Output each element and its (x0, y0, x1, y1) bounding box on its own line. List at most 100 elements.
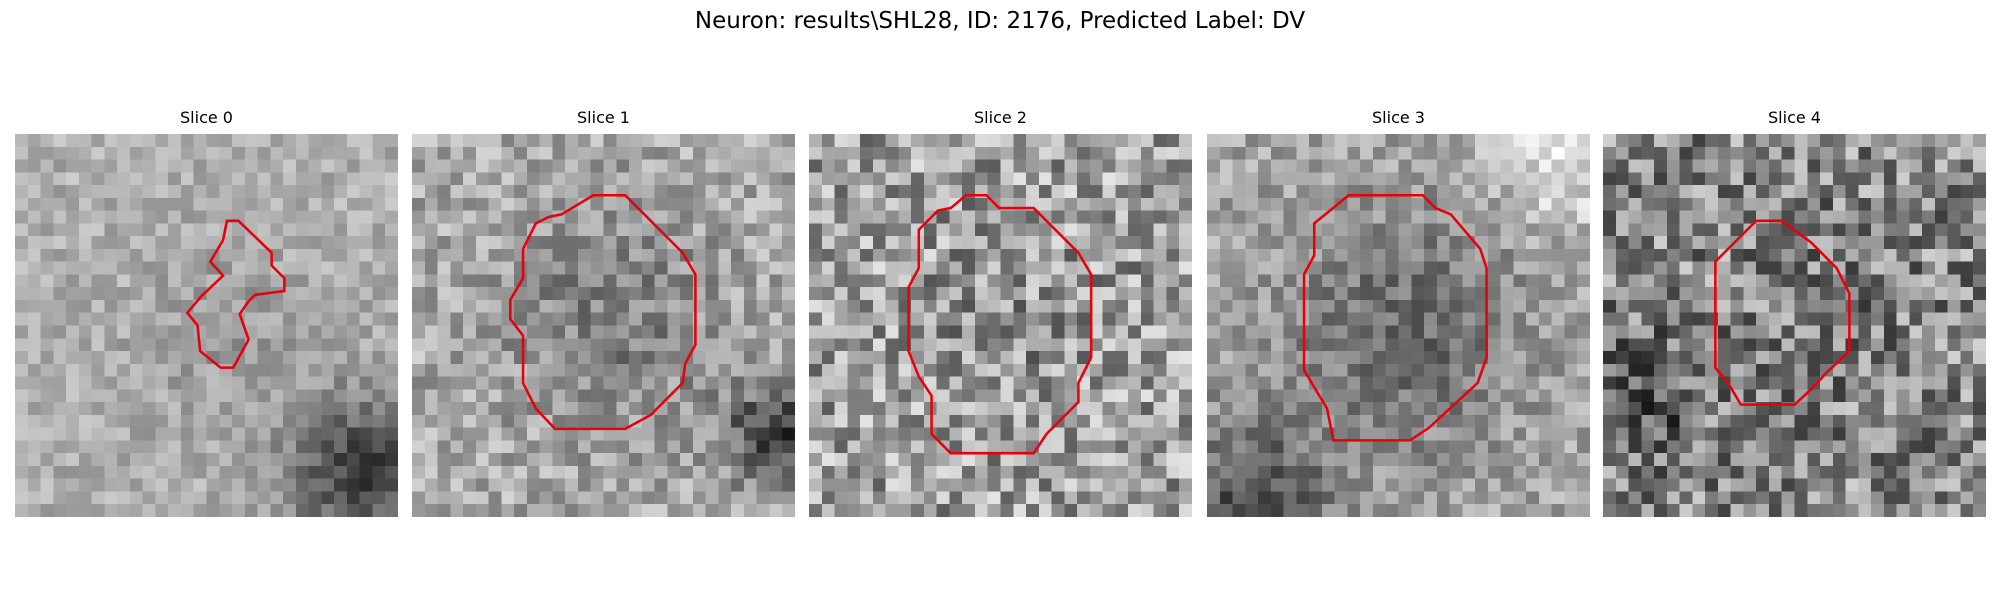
pixel (488, 440, 502, 454)
pixel (680, 338, 693, 352)
pixel (1768, 248, 1782, 262)
pixel (385, 491, 398, 505)
pixel (756, 414, 770, 428)
pixel (40, 491, 54, 505)
pixel (244, 414, 258, 428)
pixel (1960, 325, 1974, 339)
pixel (1115, 274, 1129, 288)
pixel (1551, 299, 1565, 313)
pixel (1140, 299, 1154, 313)
pixel (974, 504, 988, 517)
pixel (372, 491, 386, 505)
pixel (1947, 453, 1961, 466)
pixel (385, 325, 398, 339)
pixel (1909, 159, 1923, 173)
pixel (1013, 274, 1027, 288)
pixel (667, 453, 681, 466)
pixel (1360, 351, 1373, 364)
pixel (1334, 440, 1348, 454)
pixel (346, 389, 360, 403)
pixel (1615, 376, 1629, 390)
contour (1714, 219, 1851, 406)
pixel (283, 338, 296, 352)
pixel (232, 287, 245, 300)
pixel (526, 338, 540, 352)
pixel (295, 312, 309, 326)
pixel (1896, 312, 1910, 326)
pixel (1321, 363, 1335, 377)
pixel (1947, 465, 1961, 479)
pixel (1743, 440, 1757, 454)
pixel (91, 325, 105, 339)
pixel (1794, 236, 1808, 249)
pixel (257, 248, 271, 262)
pixel (526, 504, 540, 517)
pixel (257, 504, 271, 517)
pixel (1398, 351, 1412, 364)
pixel (1219, 274, 1233, 288)
pixel (1000, 236, 1014, 249)
pixel (885, 338, 899, 352)
pixel (1232, 325, 1246, 339)
pixel (1487, 389, 1501, 403)
pixel (1947, 134, 1961, 147)
pixel (654, 402, 668, 415)
pixel (1077, 491, 1090, 505)
pixel (346, 146, 360, 160)
pixel (1832, 363, 1846, 377)
pixel (372, 376, 386, 390)
pixel (718, 274, 732, 288)
pixel (782, 312, 795, 326)
pixel (488, 504, 502, 517)
pixel (40, 440, 54, 454)
pixel (974, 402, 988, 415)
pixel (898, 223, 912, 237)
pixel (1730, 248, 1744, 262)
pixel (872, 210, 886, 224)
pixel (1207, 261, 1220, 275)
pixel (577, 363, 591, 377)
pixel (244, 440, 258, 454)
pixel (1896, 274, 1910, 288)
pixel (283, 325, 296, 339)
pixel (1679, 248, 1693, 262)
pixel (1973, 287, 1986, 300)
pixel (1309, 185, 1322, 198)
pixel (1245, 491, 1259, 505)
pixel (923, 248, 937, 262)
pixel (1089, 376, 1103, 390)
pixel (1487, 440, 1501, 454)
pixel (1858, 210, 1872, 224)
pixel (705, 376, 719, 390)
pixel (1845, 338, 1859, 352)
pixel (552, 338, 566, 352)
pixel (1551, 287, 1565, 300)
pixel (987, 185, 1001, 198)
pixel (488, 363, 502, 377)
pixel (488, 427, 502, 441)
pixel (78, 325, 92, 339)
pixel (1245, 440, 1259, 454)
pixel (1232, 414, 1246, 428)
pixel (1411, 402, 1425, 415)
pixel (1628, 248, 1642, 262)
pixel (155, 197, 169, 211)
pixel (1641, 504, 1655, 517)
pixel (283, 248, 296, 262)
pixel (1334, 389, 1348, 403)
pixel (1321, 287, 1335, 300)
pixel (936, 389, 950, 403)
pixel (629, 351, 642, 364)
pixel (270, 427, 284, 441)
pixel (1372, 134, 1386, 147)
pixel (78, 185, 92, 198)
pixel (1845, 376, 1859, 390)
pixel (295, 440, 309, 454)
pixel (129, 248, 143, 262)
pixel (1960, 465, 1974, 479)
pixel (257, 414, 271, 428)
pixel (1832, 172, 1846, 186)
pixel (1219, 478, 1233, 492)
pixel (821, 312, 835, 326)
pixel (206, 453, 220, 466)
